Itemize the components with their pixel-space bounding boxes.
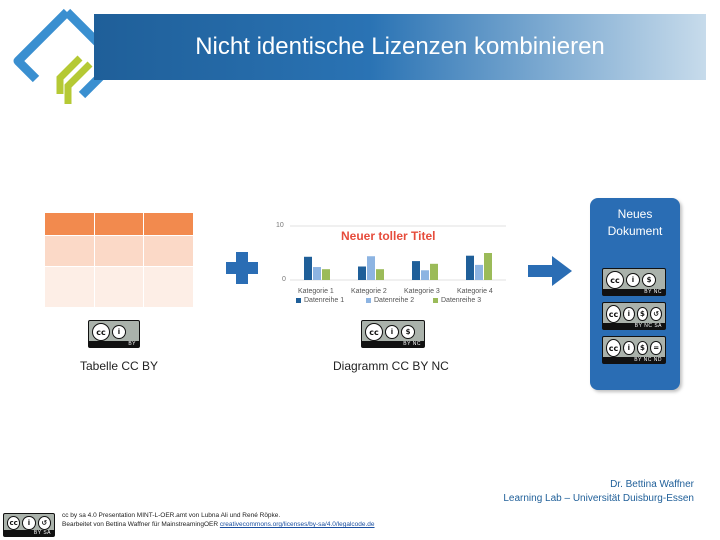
category-label: Kategorie 1	[298, 288, 334, 295]
category-label: Kategorie 2	[351, 288, 387, 295]
badge-labels: BY NC ND	[603, 357, 665, 363]
badge-labels: BY SA	[4, 530, 54, 536]
doc-badge-by-nc-nd: cc i $ = BY NC ND	[602, 336, 666, 364]
by-icon: i	[385, 325, 399, 339]
doc-badge-by-nc: cc i $ BY NC	[602, 268, 666, 296]
nc-icon: $	[401, 325, 415, 339]
legend-label: Datenreihe 3	[441, 297, 482, 304]
bar-chart	[290, 225, 506, 281]
chart-bar	[376, 269, 384, 280]
by-icon: i	[622, 307, 635, 321]
by-icon: i	[22, 516, 36, 530]
chart-caption: Diagramm CC BY NC	[333, 359, 449, 373]
chart-bar	[412, 261, 420, 280]
chart-bar	[367, 256, 375, 280]
chart-title: Neuer toller Titel	[341, 229, 436, 243]
cc-icon: cc	[606, 305, 621, 323]
footer-author: Dr. Bettina Waffner Learning Lab – Unive…	[470, 478, 694, 506]
author-name: Dr. Bettina Waffner	[610, 479, 694, 490]
legend-item: Datenreihe 1	[296, 297, 344, 304]
legend-label: Datenreihe 1	[304, 297, 345, 304]
chart-bar	[358, 266, 366, 280]
category-label: Kategorie 4	[457, 288, 493, 295]
arrow-right-icon	[528, 256, 572, 286]
chart-bar	[466, 255, 474, 280]
y-tick-label: 0	[282, 276, 286, 283]
nc-icon: $	[636, 307, 649, 321]
nc-icon: $	[636, 341, 649, 355]
by-icon: i	[622, 341, 635, 355]
by-icon: i	[112, 325, 126, 339]
chart-bar	[430, 263, 438, 280]
y-tick-label: 10	[276, 222, 284, 229]
badge-labels: BY NC	[603, 289, 665, 295]
footer-license-badge: cc i ↺ BY SA	[3, 513, 55, 537]
cc-icon: cc	[606, 339, 621, 357]
table-license-badge: cc i BY	[88, 320, 140, 348]
cc-icon: cc	[606, 271, 624, 289]
author-affiliation: Learning Lab – Universität Duisburg-Esse…	[503, 493, 694, 504]
chart-bar	[322, 269, 330, 280]
header-bar	[94, 14, 706, 80]
chart-bar	[484, 253, 492, 280]
chart-bar	[421, 270, 429, 280]
badge-labels: BY NC SA	[603, 323, 665, 329]
plus-icon	[226, 252, 258, 284]
badge-labels: BY NC	[362, 341, 424, 347]
footer-attribution: cc by sa 4.0 Presentation MINT-L-OER.amt…	[62, 511, 375, 529]
doc-badge-by-nc-sa: cc i $ ↺ BY NC SA	[602, 302, 666, 330]
legend-item: Datenreihe 3	[433, 297, 481, 304]
chart-bar	[313, 267, 321, 280]
chart-bar	[304, 256, 312, 280]
footer-line1: cc by sa 4.0 Presentation MINT-L-OER.amt…	[62, 512, 281, 519]
footer-line2-text: Bearbeitet von Bettina Waffner für Mains…	[62, 521, 219, 528]
nc-icon: $	[642, 273, 656, 287]
legend-label: Datenreihe 2	[374, 297, 415, 304]
badge-labels: BY	[89, 341, 139, 347]
chart-license-badge: cc i $ BY NC	[361, 320, 425, 348]
sa-icon: ↺	[650, 307, 662, 321]
license-table-graphic	[44, 212, 194, 308]
by-icon: i	[626, 273, 640, 287]
nd-icon: =	[650, 341, 662, 355]
sa-icon: ↺	[37, 516, 51, 530]
chart-bar	[475, 264, 483, 280]
table-caption: Tabelle CC BY	[80, 359, 159, 373]
license-link[interactable]: creativecommons.org/licenses/by-sa/4.0/l…	[219, 521, 375, 528]
page-title: Nicht identische Lizenzen kombinieren	[195, 33, 605, 60]
cc-icon: cc	[365, 323, 383, 341]
document-title-line1: Neues	[617, 207, 653, 221]
document-title: Neues Dokument	[590, 206, 680, 240]
cc-icon: cc	[92, 323, 110, 341]
cc-icon: cc	[7, 516, 21, 530]
legend-item: Datenreihe 2	[366, 297, 414, 304]
document-title-line2: Dokument	[607, 224, 663, 238]
category-label: Kategorie 3	[404, 288, 440, 295]
footer-line2: Bearbeitet von Bettina Waffner für Mains…	[62, 520, 375, 529]
